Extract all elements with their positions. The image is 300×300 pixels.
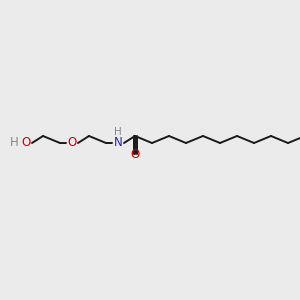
Text: O: O xyxy=(21,136,31,149)
Text: H: H xyxy=(114,127,122,137)
Text: H: H xyxy=(10,136,18,149)
Text: O: O xyxy=(130,148,140,160)
Text: N: N xyxy=(114,136,122,149)
Text: O: O xyxy=(68,136,76,149)
